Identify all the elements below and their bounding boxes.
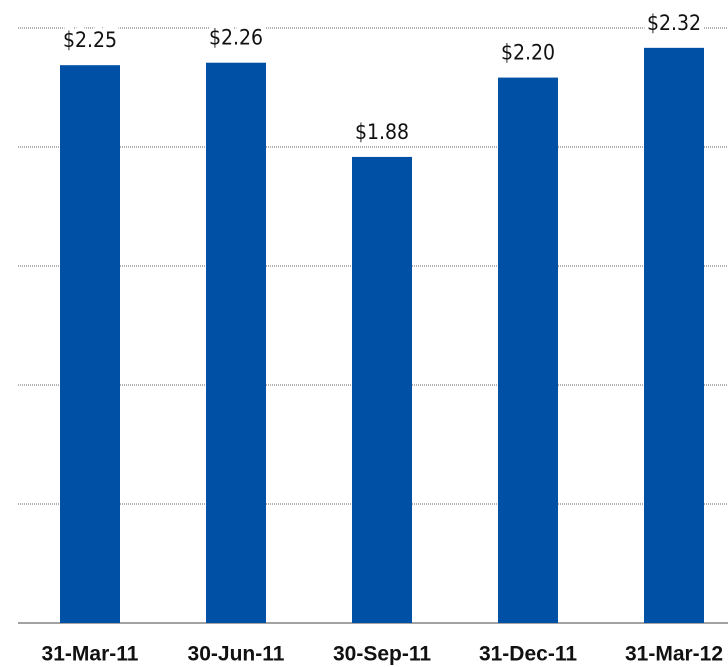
- x-tick-label: 30-Sep-11: [333, 643, 431, 666]
- value-label: $2.20: [501, 41, 555, 65]
- bar: [60, 65, 120, 623]
- bar: [498, 77, 558, 624]
- value-label: $1.88: [355, 120, 409, 144]
- bar: [206, 62, 266, 624]
- bar: [644, 47, 704, 624]
- value-label: $2.26: [209, 26, 263, 50]
- x-tick-label: 31-Dec-11: [479, 643, 577, 666]
- x-tick-label: 30-Jun-11: [188, 643, 285, 666]
- value-label: $2.32: [647, 11, 701, 35]
- bar: [352, 156, 412, 623]
- x-tick-label: 31-Mar-12: [625, 643, 723, 666]
- x-tick-label: 31-Mar-11: [42, 643, 139, 666]
- value-label: $2.25: [63, 28, 117, 52]
